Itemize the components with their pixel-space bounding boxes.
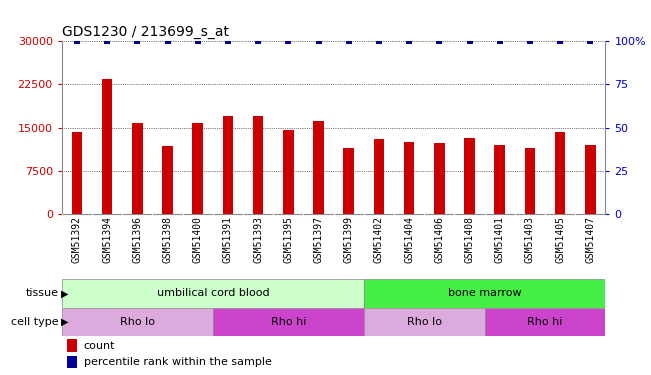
Text: cell type: cell type xyxy=(11,316,59,327)
Bar xyxy=(253,116,264,214)
Text: tissue: tissue xyxy=(25,288,59,298)
Text: GSM51402: GSM51402 xyxy=(374,216,384,263)
Bar xyxy=(62,308,213,336)
Text: GSM51391: GSM51391 xyxy=(223,216,233,263)
Text: count: count xyxy=(83,340,115,351)
Bar xyxy=(525,148,535,214)
Bar xyxy=(283,130,294,214)
Text: GSM51394: GSM51394 xyxy=(102,216,112,263)
Text: ▶: ▶ xyxy=(61,288,69,298)
Bar xyxy=(555,132,566,214)
Text: GSM51399: GSM51399 xyxy=(344,216,353,263)
Bar xyxy=(364,279,605,308)
Bar xyxy=(67,356,77,368)
Bar xyxy=(344,148,354,214)
Text: Rho hi: Rho hi xyxy=(527,316,562,327)
Bar xyxy=(404,142,415,214)
Text: Rho lo: Rho lo xyxy=(407,316,442,327)
Text: GSM51396: GSM51396 xyxy=(132,216,143,263)
Bar xyxy=(162,146,173,214)
Text: GSM51392: GSM51392 xyxy=(72,216,82,263)
Bar xyxy=(464,138,475,214)
Text: GSM51397: GSM51397 xyxy=(314,216,324,263)
Text: GSM51408: GSM51408 xyxy=(465,216,475,263)
Text: GSM51393: GSM51393 xyxy=(253,216,263,263)
Text: percentile rank within the sample: percentile rank within the sample xyxy=(83,357,271,368)
Bar xyxy=(495,145,505,214)
Bar xyxy=(374,139,384,214)
Text: bone marrow: bone marrow xyxy=(448,288,521,298)
Bar xyxy=(67,339,77,352)
Text: umbilical cord blood: umbilical cord blood xyxy=(156,288,269,298)
Text: GSM51401: GSM51401 xyxy=(495,216,505,263)
Bar xyxy=(434,143,445,214)
Text: Rho lo: Rho lo xyxy=(120,316,155,327)
Text: GSM51406: GSM51406 xyxy=(434,216,445,263)
Text: GDS1230 / 213699_s_at: GDS1230 / 213699_s_at xyxy=(62,25,229,39)
Bar xyxy=(213,308,364,336)
Bar xyxy=(193,123,203,214)
Text: ▶: ▶ xyxy=(61,316,69,327)
Text: GSM51405: GSM51405 xyxy=(555,216,565,263)
Bar xyxy=(62,279,364,308)
Text: Rho hi: Rho hi xyxy=(271,316,306,327)
Bar xyxy=(484,308,605,336)
Text: GSM51403: GSM51403 xyxy=(525,216,535,263)
Bar xyxy=(102,79,113,214)
Bar xyxy=(313,121,324,214)
Text: GSM51398: GSM51398 xyxy=(163,216,173,263)
Bar xyxy=(364,308,484,336)
Bar xyxy=(585,145,596,214)
Bar xyxy=(132,123,143,214)
Bar xyxy=(223,116,233,214)
Text: GSM51400: GSM51400 xyxy=(193,216,202,263)
Text: GSM51407: GSM51407 xyxy=(585,216,595,263)
Bar xyxy=(72,132,82,214)
Text: GSM51395: GSM51395 xyxy=(283,216,294,263)
Text: GSM51404: GSM51404 xyxy=(404,216,414,263)
